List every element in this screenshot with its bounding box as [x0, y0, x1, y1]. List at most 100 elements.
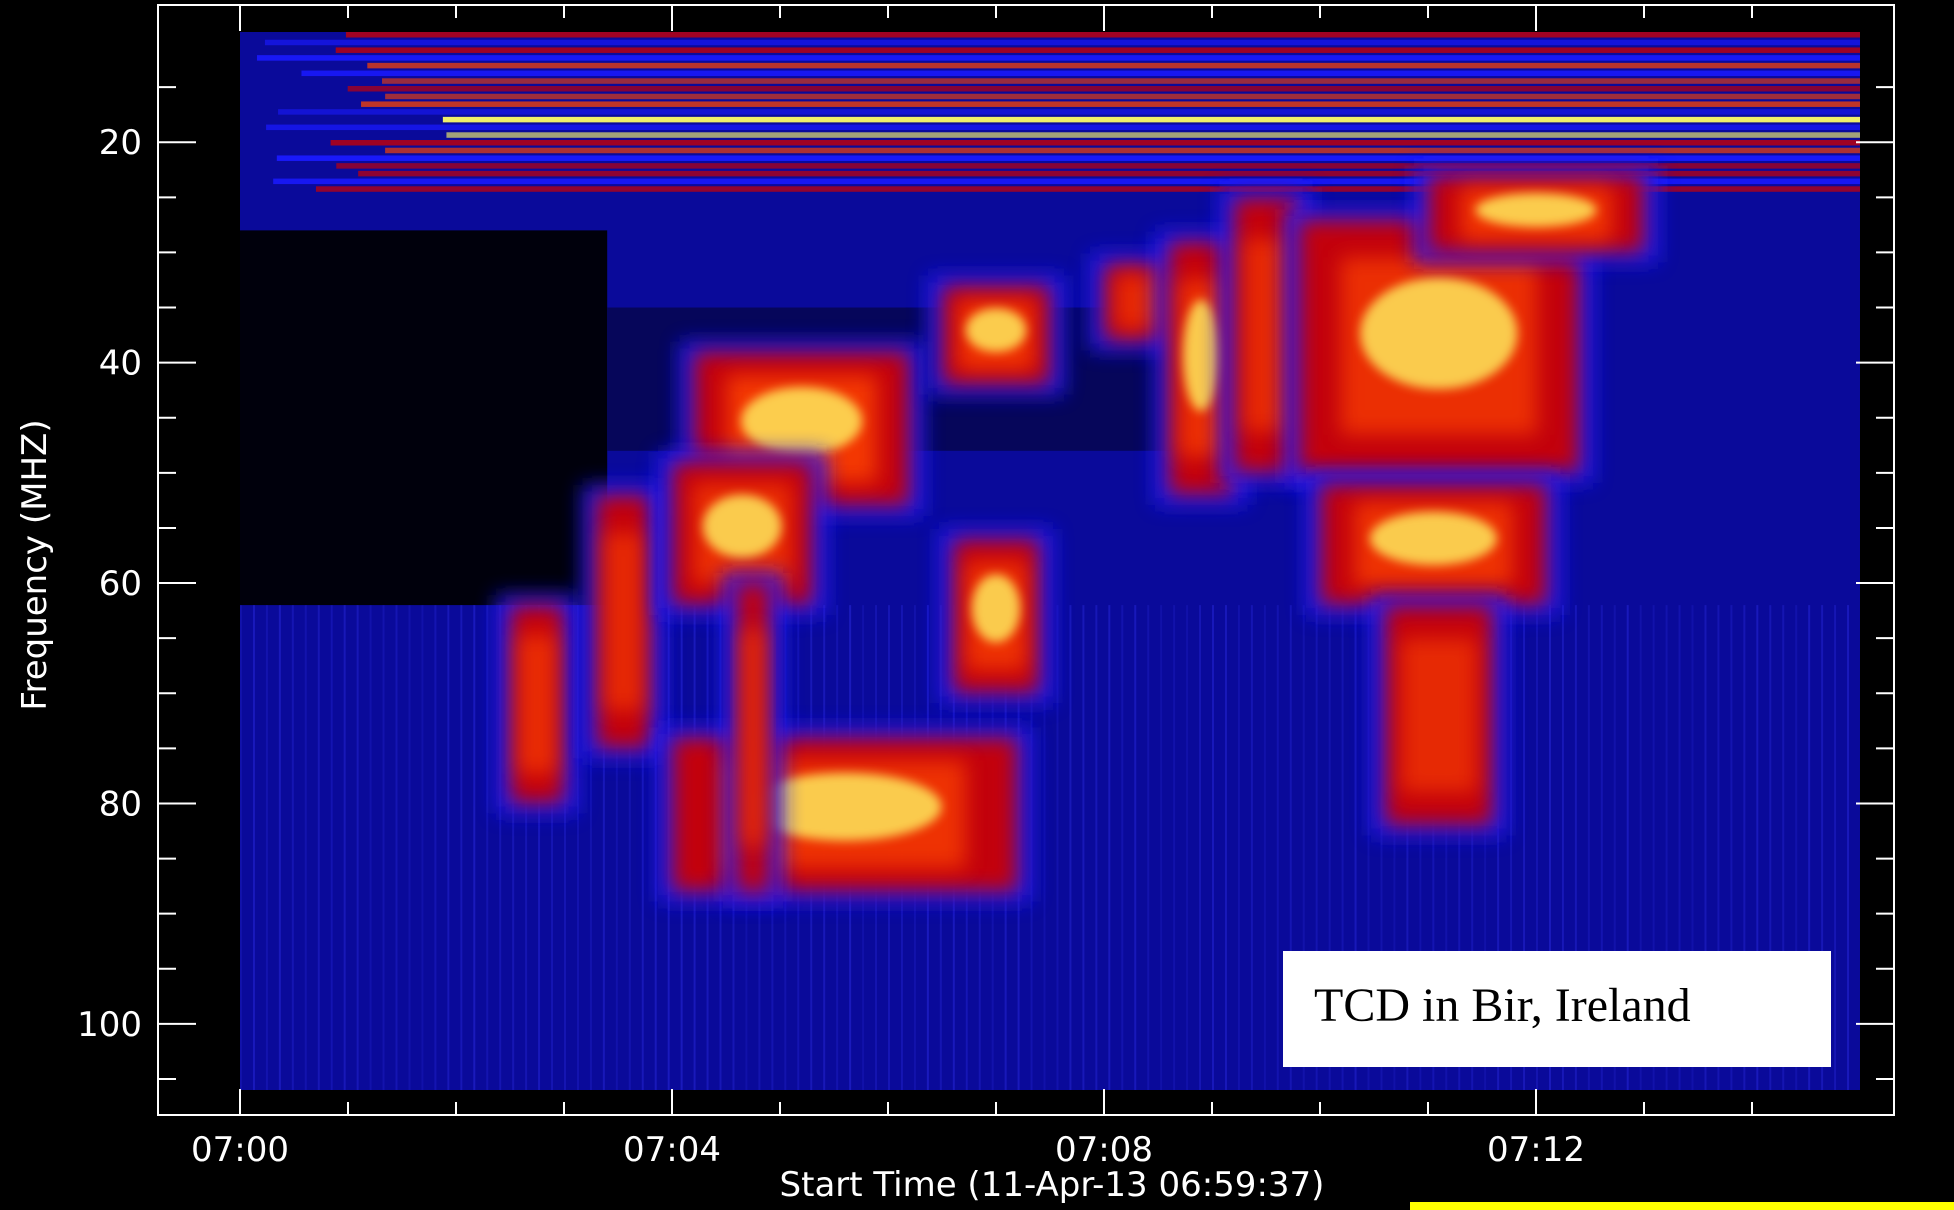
noise-streak [1574, 605, 1577, 1090]
burst [1284, 209, 1594, 483]
burst-core [741, 629, 765, 846]
noise-streak [1263, 605, 1266, 1090]
x-tick-label: 07:04 [623, 1130, 721, 1170]
burst [1370, 595, 1507, 836]
noise-streak [499, 605, 502, 1090]
noise-streak [1212, 605, 1214, 1090]
noise-streak [1406, 605, 1409, 1090]
noise-streak [1341, 605, 1344, 1090]
noise-band [382, 78, 1860, 84]
y-tick-label: 20 [99, 123, 142, 163]
noise-streak [1743, 605, 1746, 1090]
noise-streak [1691, 605, 1694, 1090]
noise-band [315, 186, 1860, 192]
quiet-region [240, 230, 608, 606]
noise-streak [1860, 605, 1862, 1090]
noise-streak [395, 605, 398, 1090]
noise-streak [252, 605, 255, 1090]
noise-streak [564, 605, 566, 1090]
noise-streak [1510, 605, 1513, 1090]
noise-band [385, 147, 1860, 154]
burst [722, 573, 784, 902]
noise-streak [1108, 605, 1111, 1090]
noise-streak [1224, 605, 1227, 1090]
noise-streak [1432, 605, 1435, 1090]
noise-streak [1497, 605, 1500, 1090]
noise-streak [1613, 605, 1616, 1090]
burst-peak [1475, 193, 1597, 227]
noise-streak [589, 605, 592, 1090]
burst-core [604, 532, 643, 711]
noise-streak [278, 605, 281, 1090]
burst [582, 484, 665, 759]
noise-band [358, 170, 1860, 177]
noise-band [264, 39, 1860, 46]
noise-streak [1471, 605, 1474, 1090]
x-tick-label: 07:08 [1055, 1130, 1153, 1170]
x-axis-title: Start Time (11-Apr-13 06:59:37) [780, 1165, 1325, 1205]
burst-peak [1183, 299, 1220, 412]
burst [658, 727, 1032, 902]
noise-streak [421, 605, 424, 1090]
noise-streak [1665, 605, 1668, 1090]
noise-streak [1587, 605, 1590, 1090]
noise-streak [1276, 605, 1279, 1090]
noise-streak [447, 605, 450, 1090]
noise-streak [1652, 605, 1655, 1090]
noise-band [367, 62, 1860, 69]
y-tick-label: 100 [77, 1005, 142, 1045]
noise-band [385, 93, 1860, 100]
noise-streak [1160, 605, 1163, 1090]
noise-streak [1043, 605, 1046, 1090]
noise-streak [1199, 605, 1202, 1090]
burst [1306, 473, 1561, 616]
noise-streak [1419, 605, 1422, 1090]
noise-streak [382, 605, 385, 1090]
y-tick-label: 80 [99, 784, 142, 824]
noise-streak [304, 605, 307, 1090]
noise-streak [1561, 605, 1564, 1090]
noise-streak [1730, 605, 1733, 1090]
noise-streak [1056, 605, 1059, 1090]
noise-streak [1328, 605, 1331, 1090]
noise-streak [1808, 605, 1811, 1090]
noise-streak [240, 605, 242, 1090]
noise-streak [615, 605, 618, 1090]
noise-band [266, 124, 1860, 131]
noise-band [336, 163, 1860, 169]
burst-peak [741, 387, 863, 455]
noise-streak [654, 605, 657, 1090]
noise-streak [1678, 605, 1681, 1090]
plot-frame [157, 4, 1895, 1116]
noise-streak [1173, 605, 1176, 1090]
noise-streak [434, 605, 437, 1090]
noise-streak [1095, 605, 1098, 1090]
burst-peak [1360, 277, 1518, 390]
noise-streak [1445, 605, 1448, 1090]
noise-streak [1821, 605, 1824, 1090]
noise-band [335, 47, 1860, 53]
noise-streak [408, 605, 411, 1090]
noise-band [446, 132, 1860, 138]
noise-streak [1626, 605, 1629, 1090]
noise-streak [1147, 605, 1150, 1090]
noise-streak [602, 605, 605, 1090]
noise-streak [1795, 605, 1798, 1090]
noise-band [278, 109, 1860, 115]
noise-streak [1302, 605, 1305, 1090]
x-tick-label: 07:00 [191, 1130, 289, 1170]
noise-streak [1315, 605, 1318, 1090]
noise-streak [1121, 605, 1124, 1090]
noise-streak [551, 605, 554, 1090]
noise-streak [1069, 605, 1072, 1090]
noise-streak [1393, 605, 1396, 1090]
noise-streak [265, 605, 268, 1090]
yellow-strip [1410, 1202, 1954, 1210]
burst-peak [965, 308, 1027, 352]
noise-streak [1717, 605, 1720, 1090]
noise-streak [330, 605, 333, 1090]
noise-streak [1639, 605, 1642, 1090]
noise-streak [1186, 605, 1189, 1090]
noise-streak [343, 605, 346, 1090]
burst-peak [971, 574, 1021, 643]
